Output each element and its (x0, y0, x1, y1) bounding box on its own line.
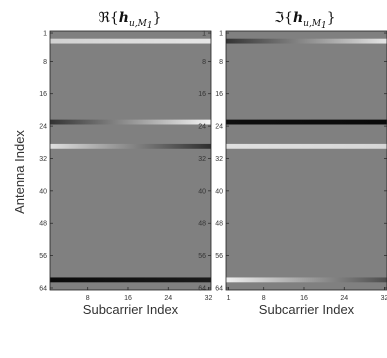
plot-frame (225, 30, 387, 291)
plot-frame (49, 30, 212, 291)
y-axis-label: Antenna Index (12, 130, 27, 214)
heatmap-background (226, 31, 387, 290)
y-tick-label: 24 (39, 124, 47, 131)
panel-real: 1 1 8 8 16 16 24 24 32 32 40 40 48 48 56 56 64 64 8 16 24 32 S… (39, 10, 212, 317)
x-tick-label: 24 (340, 295, 348, 302)
heatmap-band (50, 38, 211, 44)
heatmap-band (226, 119, 387, 125)
y-tick-label-right: 16 (198, 91, 206, 98)
y-tick-label-right: 48 (198, 221, 206, 228)
y-tick-label: 16 (39, 91, 47, 98)
y-tick-label-right: 1 (202, 31, 206, 38)
y-tick-label: 1 (43, 31, 47, 38)
y-tick-label: 40 (215, 188, 223, 195)
y-tick-label: 1 (219, 31, 223, 38)
panel-title: ℑ{hu,M1} (274, 10, 335, 31)
x-axis-label: Subcarrier Index (83, 302, 179, 317)
y-tick-label-right: 32 (198, 156, 206, 163)
y-tick-label-right: 24 (198, 124, 206, 131)
x-tick-label: 32 (205, 295, 213, 302)
y-tick-label: 8 (219, 59, 223, 66)
y-tick-label-right: 40 (198, 188, 206, 195)
heatmap-band (226, 143, 387, 149)
y-tick-label: 56 (215, 253, 223, 260)
x-axis-label: Subcarrier Index (259, 302, 355, 317)
y-tick-label-right: 56 (198, 253, 206, 260)
x-tick-label: 16 (124, 295, 132, 302)
x-tick-label: 32 (381, 295, 387, 302)
panel-title: ℜ{hu,M1} (98, 10, 161, 31)
y-tick-label: 16 (215, 91, 223, 98)
panel-imaginary: 1 8 16 24 32 40 48 56 64 1 8 16 24 32 Subcarrier Index… (215, 10, 387, 317)
heatmap-band (50, 143, 211, 149)
heatmap-band (226, 38, 387, 44)
y-tick-label: 48 (39, 221, 47, 228)
y-tick-label: 64 (215, 285, 223, 292)
y-tick-label: 8 (43, 59, 47, 66)
y-tick-label: 64 (39, 285, 47, 292)
y-tick-label: 56 (39, 253, 47, 260)
y-tick-label-right: 8 (202, 59, 206, 66)
heatmap-band (226, 277, 387, 283)
heatmap-band (50, 119, 211, 125)
y-tick-label: 48 (215, 221, 223, 228)
x-tick-label: 16 (300, 295, 308, 302)
y-tick-label: 24 (215, 124, 223, 131)
heatmap-background (50, 31, 211, 290)
y-tick-label: 40 (39, 188, 47, 195)
y-tick-label: 32 (215, 156, 223, 163)
x-tick-label: 24 (164, 295, 172, 302)
y-tick-label: 32 (39, 156, 47, 163)
x-tick-label: 8 (262, 295, 266, 302)
x-tick-label: 8 (86, 295, 90, 302)
x-tick-label: 1 (227, 295, 231, 302)
y-tick-label-right: 64 (198, 285, 206, 292)
heatmap-band (50, 277, 211, 283)
